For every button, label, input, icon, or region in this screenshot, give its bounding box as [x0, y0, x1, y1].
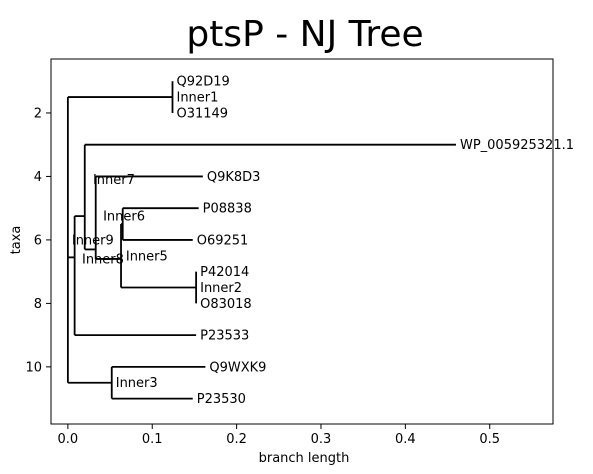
inner-node-label-inner3: Inner3	[116, 376, 158, 391]
x-tick-label: 0.3	[311, 432, 332, 447]
leaf-label-p23530: P23530	[197, 392, 246, 407]
leaf-label-p23533: P23533	[200, 329, 249, 344]
inner-node-label-inner8: Inner8	[82, 252, 124, 267]
tree-branches	[66, 81, 456, 400]
y-tick-label: 10	[25, 360, 42, 375]
x-tick-label: 0.4	[395, 432, 416, 447]
x-ticks: 0.0 0.1 0.2 0.3 0.4 0.5	[58, 424, 500, 447]
leaf-label-q9wxk9: Q9WXK9	[209, 360, 266, 375]
leaf-label-p42014: P42014	[200, 265, 249, 280]
inner-node-label-inner5: Inner5	[126, 249, 168, 264]
inner-node-label-inner6: Inner6	[103, 210, 145, 225]
leaf-label-o83018: O83018	[200, 297, 252, 312]
leaf-label-o69251: O69251	[197, 233, 249, 248]
y-tick-label: 6	[34, 233, 42, 248]
x-tick-label: 0.5	[479, 432, 500, 447]
tree-labels: Inner8 Inner1 Inner3 Inner9 Inner7 Inner6 Inne…	[72, 75, 574, 407]
x-tick-label: 0.2	[226, 432, 247, 447]
x-axis-label: branch length	[259, 451, 350, 466]
x-tick-label: 0.0	[58, 432, 79, 447]
chart-title: ptsP - NJ Tree	[186, 14, 423, 55]
leaf-label-q92d19: Q92D19	[176, 75, 229, 90]
inner-node-label-inner2: Inner2	[200, 281, 242, 296]
leaf-label-o31149: O31149	[176, 106, 228, 121]
y-ticks: 2 4 6 8 10	[25, 106, 51, 375]
y-axis-label: taxa	[9, 226, 24, 255]
y-tick-label: 4	[34, 170, 42, 185]
inner-node-label-inner9: Inner9	[72, 233, 114, 248]
plot-frame	[50, 58, 554, 425]
leaf-label-wp-005925321-1: WP_005925321.1	[460, 138, 574, 153]
inner-node-label-inner1: Inner1	[176, 91, 218, 106]
y-tick-label: 2	[34, 106, 42, 121]
x-tick-label: 0.1	[142, 432, 163, 447]
leaf-label-p08838: P08838	[203, 202, 252, 217]
leaf-label-q9k8d3: Q9K8D3	[207, 170, 261, 185]
y-tick-label: 8	[34, 297, 42, 312]
inner-node-label-inner7: Inner7	[93, 173, 135, 188]
